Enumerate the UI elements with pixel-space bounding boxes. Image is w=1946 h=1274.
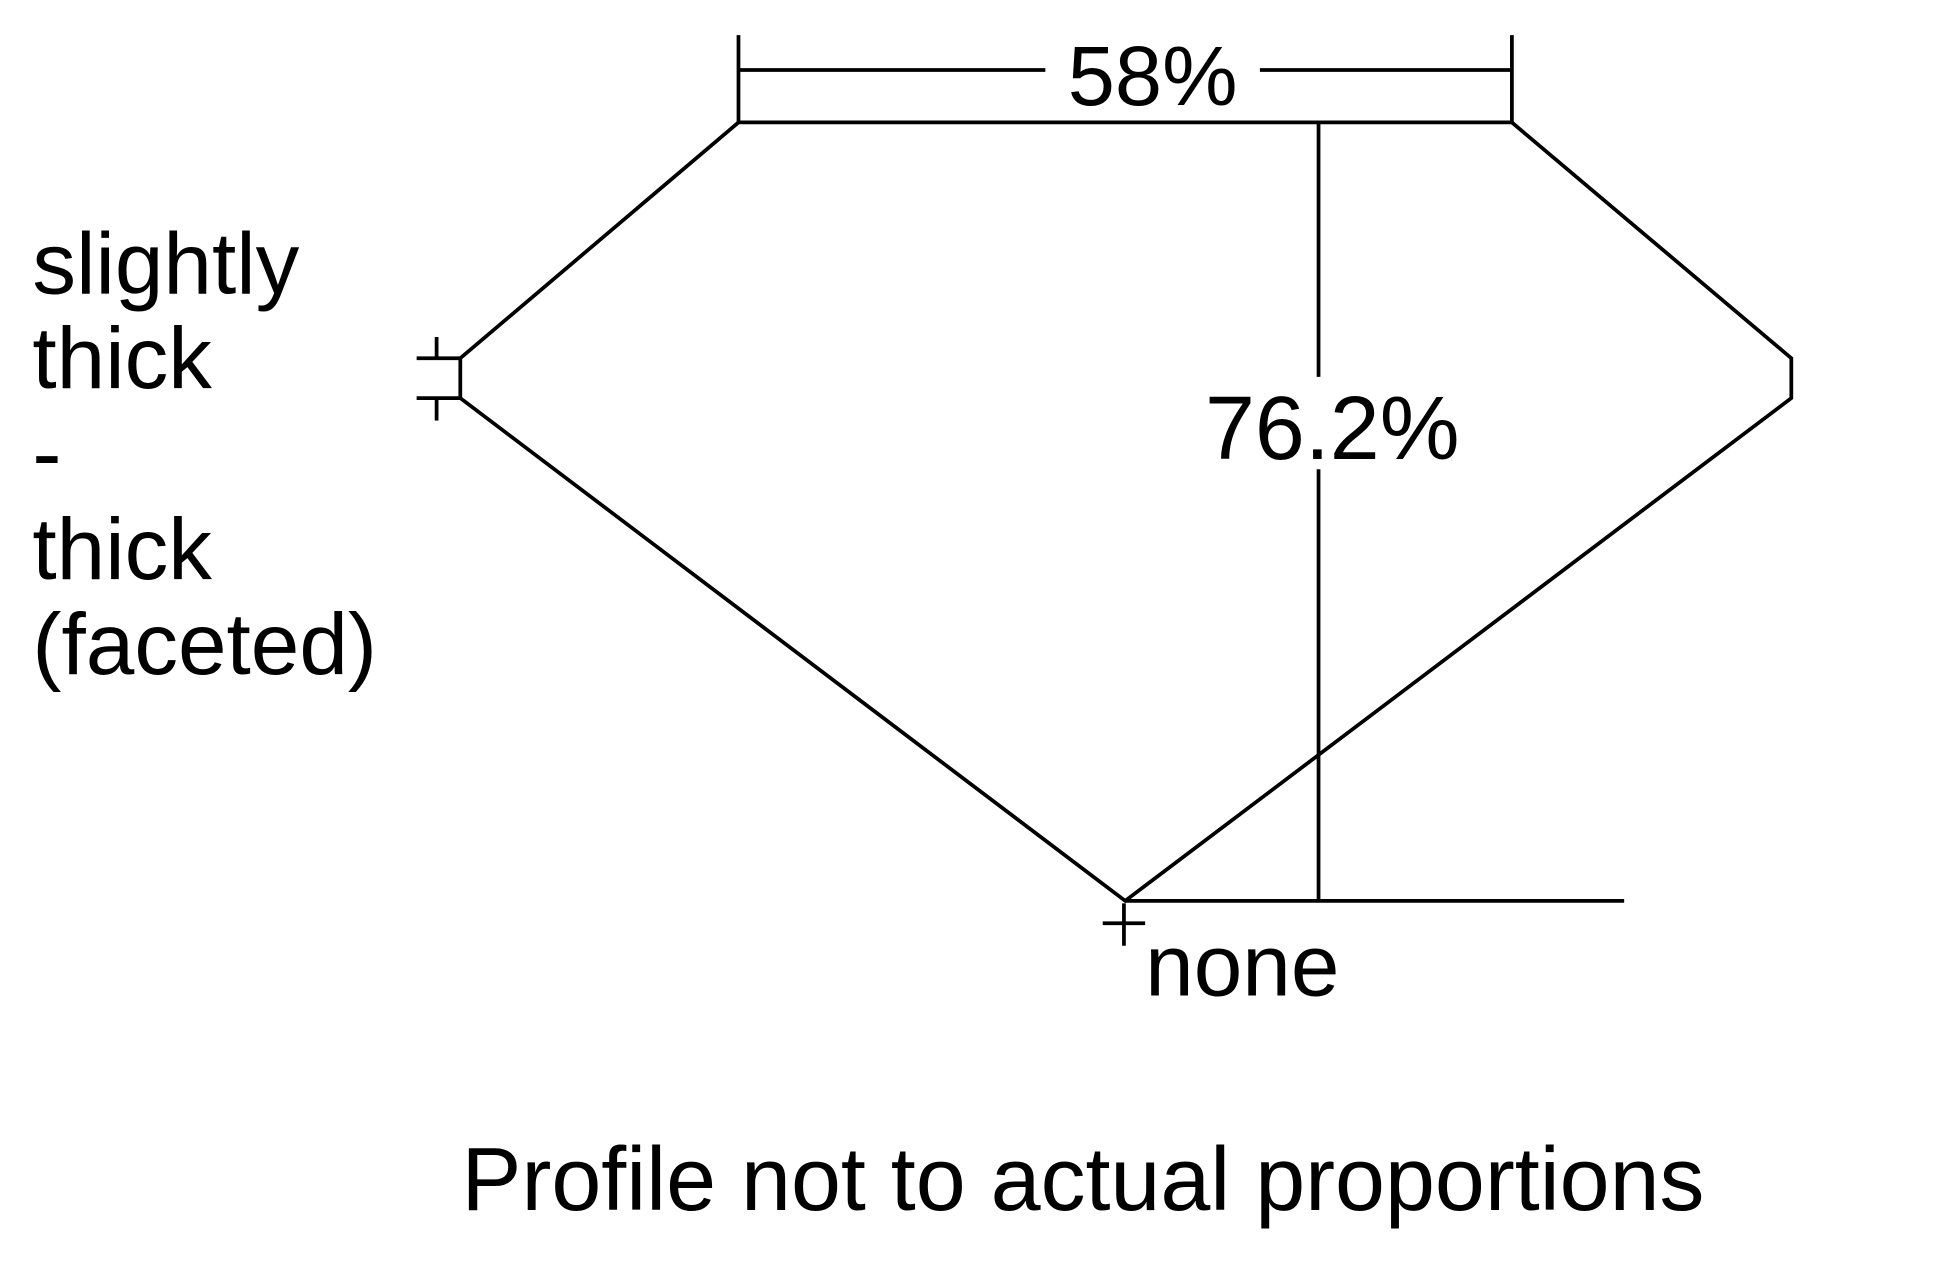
table-percent-label: 58% bbox=[1068, 28, 1238, 123]
culet-label: none bbox=[1145, 917, 1339, 1015]
girdle-label-line: slightly bbox=[32, 214, 299, 312]
girdle-label-line: thick bbox=[32, 309, 212, 407]
girdle-label-line: (faceted) bbox=[32, 595, 377, 693]
girdle-label-line: thick bbox=[32, 500, 212, 598]
girdle-label-line: - bbox=[32, 404, 61, 502]
footnote: Profile not to actual proportions bbox=[462, 1130, 1705, 1230]
girdle-label: slightly thick - thick (faceted) bbox=[32, 214, 377, 692]
depth-percent-label: 76.2% bbox=[1205, 379, 1460, 479]
gem-outline bbox=[458, 120, 1794, 904]
